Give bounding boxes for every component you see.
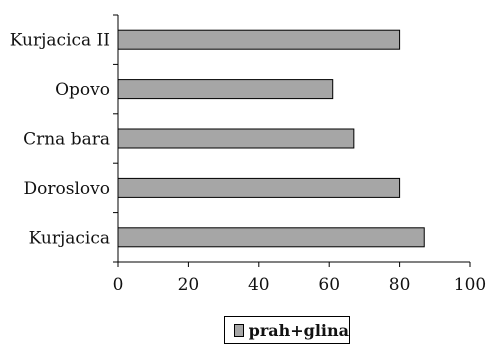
bar xyxy=(117,177,401,198)
category-label: Opovo xyxy=(55,80,110,100)
legend: prah+glina xyxy=(224,316,350,344)
x-tick-label: 40 xyxy=(248,275,270,295)
legend-label: prah+glina xyxy=(248,320,349,340)
chart-bars xyxy=(117,29,425,248)
category-label: Kurjacica xyxy=(29,228,110,248)
x-tick-label: 80 xyxy=(389,275,411,295)
chart-labels: 0 20 40 60 80 100 Kurjacica II Opovo Crna bara Do… xyxy=(10,31,486,295)
x-tick-label: 100 xyxy=(454,275,486,295)
bar xyxy=(117,79,334,100)
x-tick-label: 60 xyxy=(318,275,340,295)
x-tick-label: 20 xyxy=(178,275,200,295)
category-label: Crna bara xyxy=(23,130,110,150)
bar xyxy=(117,128,355,149)
legend-swatch xyxy=(234,323,244,337)
category-label: Kurjacica II xyxy=(10,31,110,51)
category-label: Doroslovo xyxy=(24,179,110,199)
bar xyxy=(117,227,425,248)
bar xyxy=(117,29,401,50)
x-tick-label: 0 xyxy=(113,275,124,295)
